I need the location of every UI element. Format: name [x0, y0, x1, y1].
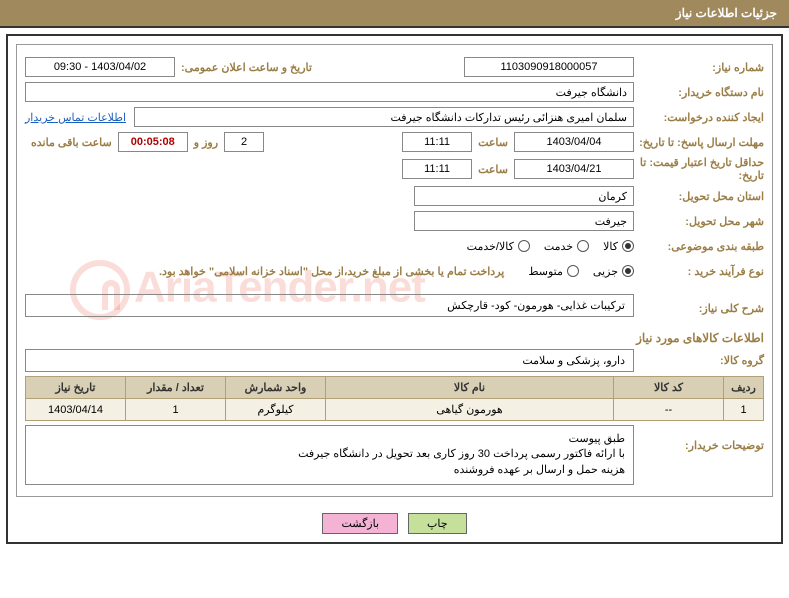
buyer-notes-l2: با ارائه فاکتور رسمی پرداخت 30 روز کاری …: [34, 447, 625, 462]
input-timer: [118, 132, 188, 152]
input-need-no[interactable]: [464, 57, 634, 77]
page-title-bar: جزئیات اطلاعات نیاز: [0, 0, 789, 28]
input-days-left[interactable]: [224, 132, 264, 152]
section-title-goods: اطلاعات کالاهای مورد نیاز: [25, 331, 764, 345]
label-purchase-type: نوع فرآیند خرید :: [634, 265, 764, 278]
label-announce-dt: تاریخ و ساعت اعلان عمومی:: [175, 61, 318, 74]
row-goods-group: گروه کالا: دارو، پزشکی و سلامت: [25, 349, 764, 372]
radio-group-purchase: جزیی متوسط: [528, 265, 634, 278]
th-qty: تعداد / مقدار: [126, 377, 226, 399]
td-unit: کیلوگرم: [226, 399, 326, 421]
row-category: طبقه بندی موضوعی: کالا خدمت کالا/خدمت: [25, 235, 764, 257]
label-day-and: روز و: [188, 136, 224, 149]
buyer-notes-l3: هزینه حمل و ارسال بر عهده فروشنده: [34, 463, 625, 478]
label-goods-group: گروه کالا:: [634, 354, 764, 367]
td-index: 1: [724, 399, 764, 421]
td-code: --: [614, 399, 724, 421]
table-header-row: ردیف کد کالا نام کالا واحد شمارش تعداد /…: [26, 377, 764, 399]
radio-label-both: کالا/خدمت: [467, 240, 514, 253]
radio-both[interactable]: کالا/خدمت: [467, 240, 530, 253]
overall-desc-box: ترکیبات غذایی- هورمون- کود- قارچکش: [25, 294, 634, 317]
label-time-2: ساعت: [472, 163, 514, 176]
label-buyer-org: نام دستگاه خریدار:: [634, 86, 764, 99]
row-need-no: شماره نیاز: تاریخ و ساعت اعلان عمومی:: [25, 56, 764, 78]
radio-label-goods: کالا: [603, 240, 618, 253]
input-announce-dt[interactable]: [25, 57, 175, 77]
row-purchase-type: نوع فرآیند خرید : جزیی متوسط پرداخت تمام…: [25, 260, 764, 282]
row-buyer-notes: توضیحات خریدار: طبق پیوست با ارائه فاکتو…: [25, 425, 764, 485]
radio-dot-2: [625, 268, 631, 274]
td-date: 1403/04/14: [26, 399, 126, 421]
radio-minor[interactable]: جزیی: [593, 265, 634, 278]
payment-note: پرداخت تمام یا بخشی از مبلغ خرید،از محل …: [159, 265, 504, 278]
row-province: استان محل تحویل:: [25, 185, 764, 207]
link-contact-info[interactable]: اطلاعات تماس خریدار: [25, 111, 134, 124]
th-index: ردیف: [724, 377, 764, 399]
row-city: شهر محل تحویل:: [25, 210, 764, 232]
table-row: 1 -- هورمون گیاهی کیلوگرم 1 1403/04/14: [26, 399, 764, 421]
input-validity-time[interactable]: [402, 159, 472, 179]
back-button[interactable]: بازگشت: [322, 513, 398, 534]
main-panel: شماره نیاز: تاریخ و ساعت اعلان عمومی: نا…: [16, 44, 773, 497]
radio-service[interactable]: خدمت: [544, 240, 589, 253]
label-overall-desc: شرح کلی نیاز:: [634, 302, 764, 315]
th-name: نام کالا: [326, 377, 614, 399]
th-date: تاریخ نیاز: [26, 377, 126, 399]
input-reply-time[interactable]: [402, 132, 472, 152]
radio-medium[interactable]: متوسط: [528, 265, 579, 278]
page-title: جزئیات اطلاعات نیاز: [676, 6, 777, 20]
label-price-validity: حداقل تاریخ اعتبار قیمت: تا تاریخ:: [634, 156, 764, 182]
label-city: شهر محل تحویل:: [634, 215, 764, 228]
buyer-notes-l1: طبق پیوست: [34, 432, 625, 447]
input-city[interactable]: [414, 211, 634, 231]
radio-label-medium: متوسط: [528, 265, 563, 278]
td-qty: 1: [126, 399, 226, 421]
input-reply-date[interactable]: [514, 132, 634, 152]
row-price-validity: حداقل تاریخ اعتبار قیمت: تا تاریخ: ساعت: [25, 156, 764, 182]
goods-group-box: دارو، پزشکی و سلامت: [25, 349, 634, 372]
label-province: استان محل تحویل:: [634, 190, 764, 203]
label-reply-deadline: مهلت ارسال پاسخ: تا تاریخ:: [634, 136, 764, 149]
input-province[interactable]: [414, 186, 634, 206]
input-validity-date[interactable]: [514, 159, 634, 179]
buyer-notes-box: طبق پیوست با ارائه فاکتور رسمی پرداخت 30…: [25, 425, 634, 485]
radio-label-service: خدمت: [544, 240, 573, 253]
label-buyer-notes: توضیحات خریدار:: [634, 425, 764, 452]
radio-label-minor: جزیی: [593, 265, 618, 278]
row-buyer-org: نام دستگاه خریدار:: [25, 81, 764, 103]
outer-frame: شماره نیاز: تاریخ و ساعت اعلان عمومی: نا…: [6, 34, 783, 544]
row-requester: ایجاد کننده درخواست: اطلاعات تماس خریدار: [25, 106, 764, 128]
button-row: چاپ بازگشت: [8, 505, 781, 542]
label-category: طبقه بندی موضوعی:: [634, 240, 764, 253]
label-requester: ایجاد کننده درخواست:: [634, 111, 764, 124]
th-code: کد کالا: [614, 377, 724, 399]
label-time-1: ساعت: [472, 136, 514, 149]
td-name: هورمون گیاهی: [326, 399, 614, 421]
row-reply-deadline: مهلت ارسال پاسخ: تا تاریخ: ساعت روز و سا…: [25, 131, 764, 153]
label-remaining: ساعت باقی مانده: [25, 136, 118, 149]
th-unit: واحد شمارش: [226, 377, 326, 399]
row-overall-desc: شرح کلی نیاز: ترکیبات غذایی- هورمون- کود…: [25, 294, 764, 323]
input-requester[interactable]: [134, 107, 634, 127]
print-button[interactable]: چاپ: [408, 513, 467, 534]
input-buyer-org[interactable]: [25, 82, 634, 102]
radio-dot: [625, 243, 631, 249]
radio-group-category: کالا خدمت کالا/خدمت: [467, 240, 634, 253]
radio-goods[interactable]: کالا: [603, 240, 634, 253]
goods-table: ردیف کد کالا نام کالا واحد شمارش تعداد /…: [25, 376, 764, 421]
label-need-no: شماره نیاز:: [634, 61, 764, 74]
